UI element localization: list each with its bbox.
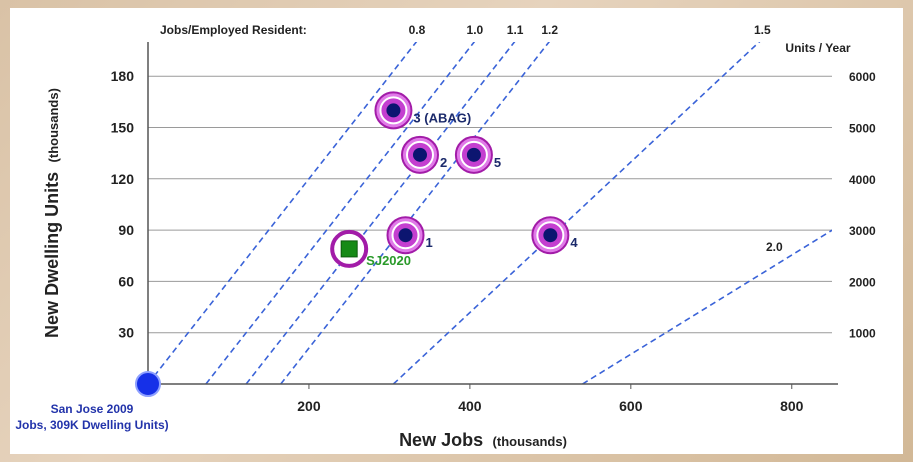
point-label: 5 [494, 155, 501, 170]
y2-tick-label: 4000 [849, 173, 876, 187]
y2-tick-label: 5000 [849, 122, 876, 136]
x-axis-label: New Jobs [399, 430, 483, 450]
point-label: 1 [426, 235, 433, 250]
axes [147, 42, 838, 389]
y2-tick-label: 6000 [849, 70, 876, 84]
ratio-line [392, 42, 761, 384]
point-marker [543, 228, 558, 243]
origin-point [135, 371, 161, 397]
point-label: 3 (ABAG) [413, 110, 471, 125]
ratio-line [205, 42, 476, 384]
point-label: 2 [440, 155, 447, 170]
ratio-line-label: 1.1 [507, 23, 524, 37]
x-axis-unit: (thousands) [493, 434, 567, 449]
point-marker [466, 147, 481, 162]
y-tick-label: 60 [118, 273, 134, 289]
point-label: 4 [570, 235, 578, 250]
y-tick-label: 120 [111, 171, 135, 187]
origin-label-line1: San Jose 2009 [51, 402, 134, 416]
chart-card: 30 60 90 120 150 180 1000 2000 3000 4000 5000 6000 2… [10, 8, 903, 454]
ratio-line-label: 1.5 [754, 23, 771, 37]
origin-label-line2: Jobs, 309K Dwelling Units) [15, 418, 168, 432]
y2-tick-label: 1000 [849, 327, 876, 341]
ticks: 30 60 90 120 150 180 1000 2000 3000 4000 5000 6000 2… [111, 68, 876, 414]
y2-axis-title: Units / Year [785, 41, 850, 55]
y-tick-label: 30 [118, 325, 134, 341]
point-label: SJ2020 [366, 253, 411, 268]
ratio-line [280, 42, 551, 384]
x-tick-label: 600 [619, 398, 643, 414]
ratio-line-label: 1.2 [541, 23, 558, 37]
ratio-lines [148, 42, 832, 384]
y2-tick-label: 3000 [849, 224, 876, 238]
ratio-title: Jobs/Employed Resident: [160, 23, 307, 37]
point-marker [386, 103, 401, 118]
x-tick-label: 200 [297, 398, 321, 414]
chart: 30 60 90 120 150 180 1000 2000 3000 4000 5000 6000 2… [15, 23, 876, 450]
x-tick-label: 400 [458, 398, 482, 414]
grid [148, 75, 832, 334]
y2-tick-label: 2000 [849, 275, 876, 289]
sj2020-marker [340, 240, 358, 258]
y-axis-unit: (thousands) [46, 88, 61, 162]
point-marker [398, 228, 413, 243]
ratio-labels: 0.8 1.0 1.1 1.2 1.5 2.0 [409, 23, 783, 254]
y-axis-title: New Dwelling Units (thousands) [42, 88, 62, 338]
y-tick-label: 150 [111, 120, 135, 136]
ratio-line [245, 42, 516, 384]
y-tick-label: 180 [111, 68, 135, 84]
y-axis-label: New Dwelling Units [42, 172, 62, 338]
data-points: 3 (ABAG) 2 5 1 4 SJ2020 [135, 91, 578, 397]
ratio-line-label: 1.0 [467, 23, 484, 37]
ratio-line [148, 42, 418, 384]
point-marker [412, 147, 427, 162]
x-axis-title: New Jobs (thousands) [399, 430, 567, 450]
ratio-line-label: 0.8 [409, 23, 426, 37]
y-tick-label: 90 [118, 222, 134, 238]
ratio-line-label: 2.0 [766, 240, 783, 254]
x-tick-label: 800 [780, 398, 804, 414]
